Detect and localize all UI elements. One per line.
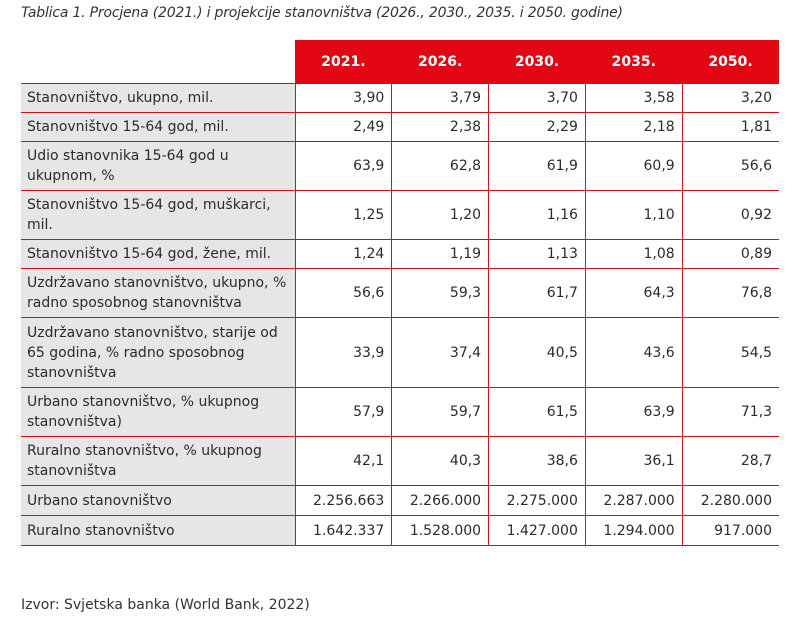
row-label: Uzdržavano stanovništvo, starije od 65 g… (21, 317, 296, 388)
cell-value: 0,92 (682, 190, 779, 240)
cell-value: 2.275.000 (488, 485, 586, 516)
column-header: 2030. (488, 40, 586, 84)
cell-value: 2.266.000 (391, 485, 490, 516)
cell-value: 42,1 (295, 436, 393, 486)
cell-value: 2.256.663 (295, 485, 393, 516)
cell-value: 43,6 (585, 317, 683, 388)
cell-value: 1,13 (488, 239, 586, 269)
row-label: Udio stanovnika 15-64 god u ukupnom, % (21, 141, 296, 191)
table-row: Ruralno stanovništvo, % ukupnog stanovni… (21, 436, 779, 486)
cell-value: 64,3 (585, 268, 683, 318)
cell-value: 1,25 (295, 190, 393, 240)
cell-value: 1,81 (682, 112, 779, 142)
row-label: Stanovništvo, ukupno, mil. (21, 83, 296, 113)
cell-value: 56,6 (682, 141, 779, 191)
cell-value: 2,18 (585, 112, 683, 142)
cell-value: 2,49 (295, 112, 393, 142)
cell-value: 76,8 (682, 268, 779, 318)
cell-value: 1.642.337 (295, 515, 393, 546)
table-row: Uzdržavano stanovništvo, starije od 65 g… (21, 317, 779, 388)
cell-value: 2,38 (391, 112, 490, 142)
cell-value: 40,5 (488, 317, 586, 388)
cell-value: 63,9 (295, 141, 393, 191)
cell-value: 60,9 (585, 141, 683, 191)
cell-value: 3,70 (488, 83, 586, 113)
population-table: 2021. 2026. 2030. 2035. 2050. Stanovništ… (21, 40, 779, 546)
cell-value: 1.427.000 (488, 515, 586, 546)
cell-value: 36,1 (585, 436, 683, 486)
cell-value: 33,9 (295, 317, 393, 388)
cell-value: 1,20 (391, 190, 490, 240)
cell-value: 2.280.000 (682, 485, 779, 516)
table-row: Urbano stanovništvo, % ukupnog stanovniš… (21, 387, 779, 437)
source-note: Izvor: Svjetska banka (World Bank, 2022) (21, 597, 310, 613)
cell-value: 1,24 (295, 239, 393, 269)
header-row: 2021. 2026. 2030. 2035. 2050. (21, 40, 779, 84)
column-header: 2035. (585, 40, 683, 84)
table-title: Tablica 1. Procjena (2021.) i projekcije… (21, 5, 623, 21)
cell-value: 57,9 (295, 387, 393, 437)
table-row: Uzdržavano stanovništvo, ukupno, % radno… (21, 268, 779, 318)
table-row: Stanovništvo, ukupno, mil. 3,90 3,79 3,70 3,… (21, 83, 779, 113)
table-row: Urbano stanovništvo 2.256.663 2.266.000 2.2… (21, 485, 779, 516)
cell-value: 1,19 (391, 239, 490, 269)
cell-value: 3,20 (682, 83, 779, 113)
column-header: 2026. (391, 40, 489, 84)
cell-value: 59,7 (391, 387, 490, 437)
cell-value: 61,9 (488, 141, 586, 191)
cell-value: 63,9 (585, 387, 683, 437)
cell-value: 61,5 (488, 387, 586, 437)
row-label: Stanovništvo 15-64 god, žene, mil. (21, 239, 296, 269)
cell-value: 917.000 (682, 515, 779, 546)
cell-value: 2.287.000 (585, 485, 683, 516)
cell-value: 54,5 (682, 317, 779, 388)
cell-value: 40,3 (391, 436, 490, 486)
cell-value: 1.528.000 (391, 515, 490, 546)
table-row: Stanovništvo 15-64 god, žene, mil. 1,24 1,… (21, 239, 779, 269)
cell-value: 3,58 (585, 83, 683, 113)
row-label: Stanovništvo 15-64 god, muškarci, mil. (21, 190, 296, 240)
cell-value: 28,7 (682, 436, 779, 486)
column-header: 2021. (295, 40, 392, 84)
cell-value: 0,89 (682, 239, 779, 269)
row-label: Urbano stanovništvo, % ukupnog stanovniš… (21, 387, 296, 437)
column-header: 2050. (682, 40, 779, 84)
row-label: Urbano stanovništvo (21, 485, 296, 516)
table-row: Udio stanovnika 15-64 god u ukupnom, % 63… (21, 141, 779, 191)
cell-value: 62,8 (391, 141, 490, 191)
row-label: Uzdržavano stanovništvo, ukupno, % radno… (21, 268, 296, 318)
cell-value: 1.294.000 (585, 515, 683, 546)
cell-value: 1,10 (585, 190, 683, 240)
header-corner (21, 40, 295, 84)
cell-value: 56,6 (295, 268, 393, 318)
cell-value: 1,08 (585, 239, 683, 269)
cell-value: 3,90 (295, 83, 393, 113)
row-label: Ruralno stanovništvo, % ukupnog stanovni… (21, 436, 296, 486)
cell-value: 1,16 (488, 190, 586, 240)
cell-value: 2,29 (488, 112, 586, 142)
cell-value: 61,7 (488, 268, 586, 318)
table-row: Stanovništvo 15-64 god, muškarci, mil. 1,… (21, 190, 779, 240)
row-label: Ruralno stanovništvo (21, 515, 296, 546)
table-row: Ruralno stanovništvo 1.642.337 1.528.000 1.… (21, 515, 779, 546)
table-row: Stanovništvo 15-64 god, mil. 2,49 2,38 2,29… (21, 112, 779, 142)
cell-value: 59,3 (391, 268, 490, 318)
cell-value: 71,3 (682, 387, 779, 437)
cell-value: 38,6 (488, 436, 586, 486)
cell-value: 37,4 (391, 317, 490, 388)
row-label: Stanovništvo 15-64 god, mil. (21, 112, 296, 142)
cell-value: 3,79 (391, 83, 490, 113)
